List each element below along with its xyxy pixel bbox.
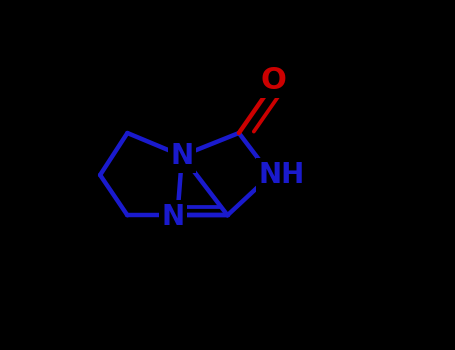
Text: O: O <box>260 66 286 95</box>
Text: NH: NH <box>259 161 305 189</box>
Text: N: N <box>171 142 193 170</box>
Text: N: N <box>162 203 184 231</box>
